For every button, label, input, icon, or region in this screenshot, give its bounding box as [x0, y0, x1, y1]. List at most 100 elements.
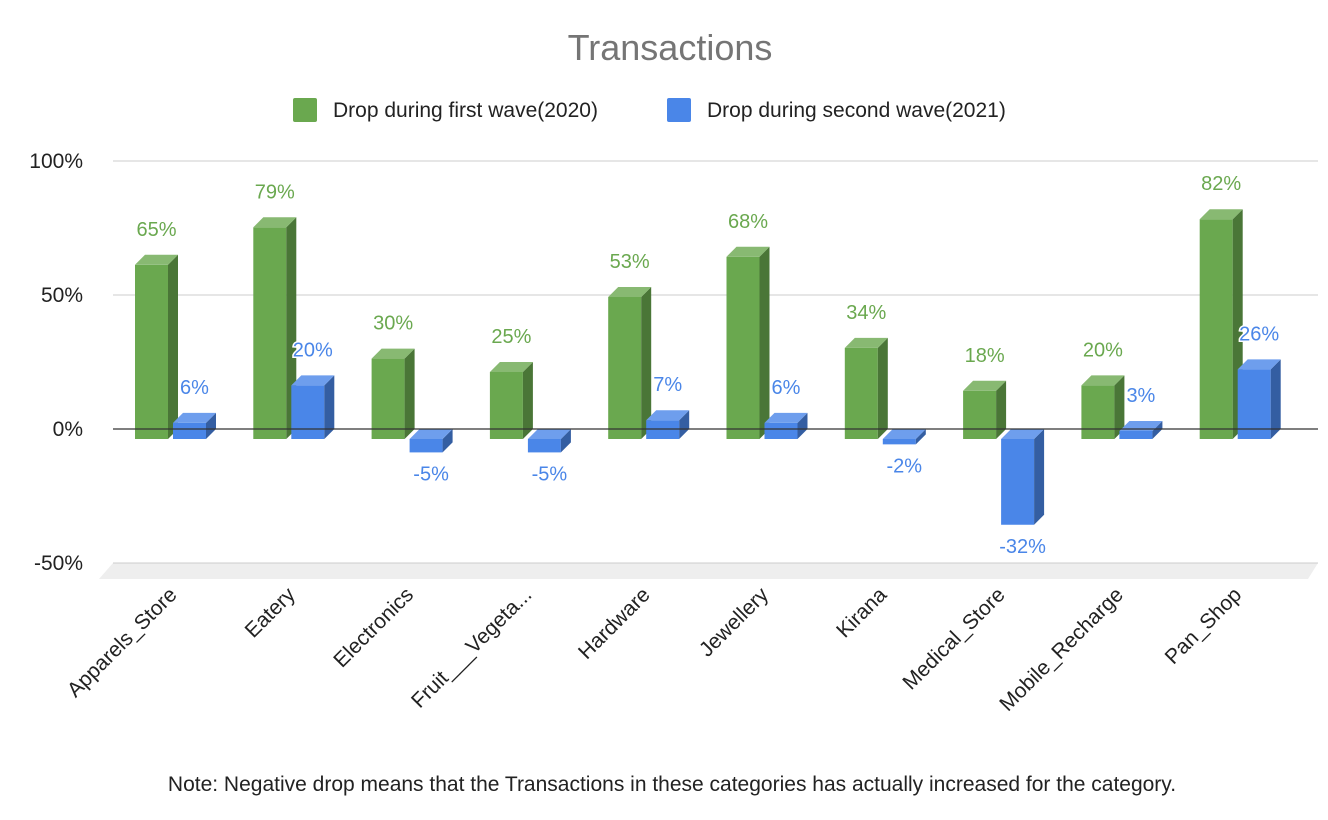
bar-first-wave-front: [253, 227, 287, 439]
data-label-first-wave: 53%: [610, 251, 650, 273]
bar-second-wave-front: [409, 439, 443, 453]
bar-first-wave-front: [371, 358, 405, 439]
bar-first-wave-front: [489, 372, 523, 439]
chart-legend: Drop during first wave(2020) Drop during…: [293, 98, 1006, 122]
bar-second-wave: [646, 410, 690, 439]
bar-first-wave: [489, 362, 533, 439]
legend-label-first-wave: Drop during first wave(2020): [333, 99, 598, 122]
bar-first-wave: [726, 246, 770, 439]
bar-first-wave-front: [135, 264, 168, 439]
x-category-label: Pan_Shop: [1161, 583, 1247, 669]
bar-second-wave-front: [882, 439, 916, 445]
x-category-label: Mobile_Recharge: [995, 583, 1128, 716]
bar-first-wave-front: [963, 390, 997, 439]
bar-first-wave: [963, 380, 1007, 439]
bar-second-wave: [882, 429, 926, 445]
x-category-label: Kirana: [832, 583, 891, 642]
bar-first-wave-side: [877, 337, 888, 439]
bar-second-wave: [409, 429, 453, 453]
bar-first-wave-side: [641, 286, 652, 439]
data-label-second-wave: 3%: [1126, 385, 1155, 407]
bar-first-wave-top: [1081, 375, 1125, 386]
bar-second-wave: [1237, 359, 1281, 439]
bars: [135, 209, 1281, 525]
y-tick-label: 0%: [53, 418, 83, 441]
bar-second-wave: [1001, 429, 1045, 525]
bar-second-wave-side: [324, 375, 335, 439]
chart-title: Transactions: [568, 27, 773, 68]
data-label-second-wave: -5%: [532, 463, 568, 485]
bar-first-wave: [253, 217, 297, 439]
chart-floor: [99, 563, 1318, 579]
data-label-first-wave: 79%: [255, 181, 295, 203]
data-label-second-wave: 7%: [653, 374, 682, 396]
bar-second-wave-front: [291, 385, 325, 439]
bar-first-wave-side: [759, 246, 770, 439]
bar-second-wave-top: [764, 412, 808, 423]
x-category-label: Fruit___Vegeta...: [407, 583, 536, 712]
chart-floor-plane: [99, 563, 1318, 579]
bar-first-wave-front: [608, 296, 642, 439]
bar-first-wave-top: [371, 348, 415, 359]
bar-second-wave-front: [173, 422, 206, 439]
data-label-first-wave: 20%: [1083, 339, 1123, 361]
data-label-first-wave: 65%: [136, 219, 176, 241]
x-category-label: Eatery: [241, 583, 301, 643]
bar-first-wave-front: [844, 347, 878, 439]
bar-first-wave-side: [404, 348, 415, 439]
bar-second-wave-top: [1001, 429, 1045, 439]
bar-first-wave-front: [726, 256, 760, 439]
data-label-second-wave: -2%: [887, 455, 923, 477]
bar-second-wave-top: [409, 429, 453, 439]
bar-second-wave-front: [1119, 430, 1153, 439]
bar-second-wave-side: [560, 429, 571, 453]
bar-second-wave-front: [527, 439, 561, 453]
bar-first-wave: [844, 337, 888, 439]
y-tick-label: 100%: [29, 150, 83, 173]
bar-second-wave-side: [679, 410, 690, 439]
bar-first-wave-front: [1199, 219, 1233, 439]
bar-second-wave-side: [797, 412, 808, 439]
legend-swatch-second-wave: [667, 98, 691, 122]
bar-first-wave-side: [996, 380, 1007, 439]
bar-second-wave: [291, 375, 335, 439]
bar-second-wave-side: [915, 429, 926, 445]
bar-first-wave: [1199, 209, 1243, 439]
x-category-label: Electronics: [329, 583, 418, 672]
bar-first-wave: [1081, 375, 1125, 439]
bar-second-wave-top: [527, 429, 571, 439]
x-category-label: Medical_Store: [898, 583, 1009, 694]
bar-first-wave-top: [844, 337, 888, 348]
bar-first-wave-top: [1199, 209, 1243, 220]
bar-first-wave-top: [135, 254, 178, 265]
bar-second-wave: [764, 412, 808, 439]
bar-second-wave-side: [206, 412, 216, 439]
bar-first-wave-side: [1114, 375, 1125, 439]
bar-second-wave-top: [882, 429, 926, 439]
data-label-first-wave: 82%: [1201, 173, 1241, 195]
data-labels: 65% 6% 79% 20% 30% -5% 25% -5% 53% 7% 68% 6% 34% -2% 1…: [135, 172, 1281, 560]
data-label-first-wave: 68%: [728, 211, 768, 233]
bar-second-wave-side: [442, 429, 453, 453]
y-tick-label: -50%: [34, 552, 83, 575]
bar-first-wave: [608, 286, 652, 439]
bar-second-wave-front: [1237, 369, 1271, 439]
x-category-label: Hardware: [574, 583, 655, 664]
bar-second-wave: [173, 412, 216, 439]
chart-note: Note: Negative drop means that the Trans…: [168, 773, 1176, 796]
bar-first-wave-top: [489, 362, 533, 372]
data-label-second-wave: 26%: [1239, 323, 1279, 345]
data-label-second-wave: 20%: [293, 339, 333, 361]
y-axis-ticks: 100% 50% 0% -50%: [29, 150, 83, 575]
bar-first-wave: [135, 254, 178, 439]
bar-first-wave-front: [1081, 385, 1115, 439]
bar-first-wave-side: [522, 362, 533, 439]
bar-first-wave-top: [253, 217, 297, 228]
data-label-second-wave: 6%: [180, 377, 209, 399]
bar-second-wave: [527, 429, 571, 453]
bar-first-wave-top: [608, 286, 652, 297]
bar-second-wave-top: [173, 412, 216, 423]
data-label-first-wave: 25%: [491, 326, 531, 348]
bar-second-wave-top: [1237, 359, 1281, 370]
